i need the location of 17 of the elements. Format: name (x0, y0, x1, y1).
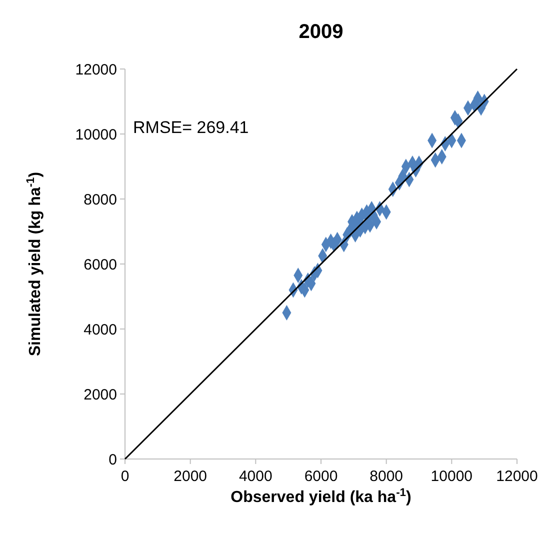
y-tick-label: 8000 (84, 191, 117, 208)
x-tick-label: 0 (120, 468, 130, 485)
x-tick-label: 6000 (304, 468, 338, 485)
x-tick-label: 2000 (174, 468, 208, 485)
y-tick-label: 6000 (84, 256, 117, 274)
chart-title: 2009 (298, 21, 344, 43)
x-tick-label: 4000 (238, 468, 272, 485)
y-tick-label: 2000 (84, 386, 117, 404)
x-tick-label: 10000 (430, 468, 473, 485)
y-tick-label: 10000 (75, 126, 117, 144)
y-tick-label: 4000 (84, 321, 117, 338)
y-tick-label: 12000 (75, 61, 117, 78)
x-tick-label: 8000 (370, 468, 404, 485)
annotation: RMSE= 269.41 (133, 118, 249, 137)
x-axis-title: Observed yield (ka ha$^{-1}$) (230, 487, 412, 506)
x-tick-label: 12000 (496, 468, 538, 485)
y-tick-label: 0 (108, 451, 117, 468)
